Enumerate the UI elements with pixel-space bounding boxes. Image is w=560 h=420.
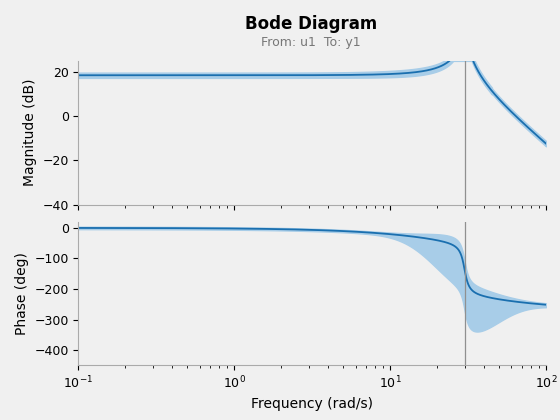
Y-axis label: Phase (deg): Phase (deg) (15, 252, 29, 335)
X-axis label: Frequency (rad/s): Frequency (rad/s) (251, 397, 373, 411)
Text: Bode Diagram: Bode Diagram (245, 15, 377, 33)
Y-axis label: Magnitude (dB): Magnitude (dB) (23, 79, 37, 186)
Text: From: u1  To: y1: From: u1 To: y1 (261, 36, 361, 49)
